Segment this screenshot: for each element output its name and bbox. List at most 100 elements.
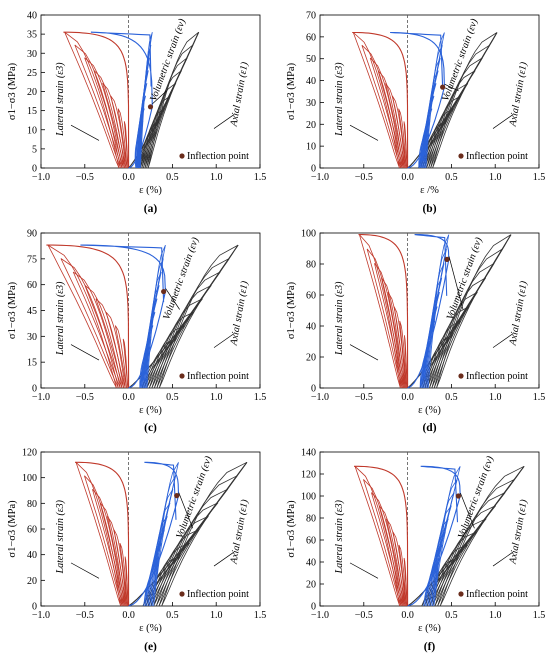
volumetric-envelope <box>407 234 450 389</box>
lateral-loop <box>95 298 125 389</box>
volumetric-loop <box>153 462 179 607</box>
lateral-loop <box>72 271 121 389</box>
y-tick-label: 0 <box>311 384 316 395</box>
lateral-loop <box>105 311 126 389</box>
x-tick-label: 1.5 <box>533 392 546 403</box>
panel-c: −1.0 −0.5 0.0 0.5 1.0 1.5 0 15 30 45 60 75 90 ε (%) σ1… <box>7 229 266 435</box>
y-tick-label: 25 <box>27 68 37 79</box>
lateral-loop <box>123 121 129 169</box>
x-axis-title: ε (%) <box>139 185 162 196</box>
x-tick-label: 1.0 <box>210 172 223 183</box>
x-tick-label: −1.0 <box>32 610 50 621</box>
y-tick-label: 100 <box>301 229 316 240</box>
lateral-leader-line <box>70 562 100 579</box>
lateral-loop <box>398 108 407 169</box>
lateral-loop <box>359 234 401 389</box>
lateral-strain-series <box>358 234 409 389</box>
y-tick-label: 10 <box>27 125 37 136</box>
volumetric-loop <box>429 505 452 607</box>
x-tick-label: 0.0 <box>401 172 414 183</box>
lateral-loop <box>354 466 401 607</box>
y-tick-label: 90 <box>27 229 37 240</box>
x-axis-title: ε (%) <box>139 623 162 634</box>
axial-strain-annotation: Axial strain (ε1) <box>228 498 250 566</box>
lateral-strain-series <box>46 244 130 389</box>
lateral-strain-series <box>63 31 130 169</box>
y-tick-label: 0 <box>32 164 37 175</box>
panel-label: (d) <box>422 422 436 434</box>
panel-label: (c) <box>144 422 157 434</box>
axial-strain-series <box>407 32 498 169</box>
inflection-point-marker <box>440 84 446 90</box>
lateral-loop <box>84 284 123 389</box>
y-tick-label: 0 <box>311 164 316 175</box>
x-tick-label: 1.0 <box>489 392 502 403</box>
y-tick-label: 15 <box>27 358 37 369</box>
lateral-envelope <box>46 244 130 389</box>
legend-marker <box>458 591 464 597</box>
y-tick-label: 15 <box>27 106 37 117</box>
axial-strain-annotation: Axial strain (ε1) <box>507 498 529 566</box>
x-axis-title: ε (%) <box>418 623 441 634</box>
y-tick-label: 40 <box>306 322 316 333</box>
volumetric-strain-series <box>128 461 180 607</box>
lateral-loop <box>60 258 119 389</box>
panel-d: −1.0 −0.5 0.0 0.5 1.0 1.5 0 20 40 60 80 100 ε (%) σ1−… <box>286 229 545 435</box>
lateral-envelope <box>75 461 130 607</box>
lateral-strain-series <box>75 461 130 607</box>
y-tick-label: 30 <box>27 332 37 343</box>
volumetric-loop <box>433 466 461 607</box>
lateral-loop <box>377 70 404 169</box>
panel-b: −1.0 −0.5 0.0 0.5 1.0 1.5 0 10 20 30 40 50 60 70 ε /% σ… <box>286 11 545 216</box>
inflection-point-marker <box>455 493 462 499</box>
lateral-envelope <box>354 465 409 607</box>
plot-frame <box>319 14 540 169</box>
x-tick-label: 1.0 <box>210 392 223 403</box>
y-tick-label: 30 <box>27 49 37 60</box>
y-axis-title: σ1−σ3 (MPa) <box>7 62 18 120</box>
y-tick-label: 20 <box>27 576 37 587</box>
x-tick-label: 0.0 <box>122 392 135 403</box>
x-tick-label: 1.5 <box>254 172 267 183</box>
panel-e: −1.0 −0.5 0.0 0.5 1.0 1.5 0 20 40 60 80 100 120 ε (%)… <box>7 448 266 654</box>
y-tick-label: 0 <box>311 602 316 613</box>
volumetric-envelope <box>128 461 180 607</box>
y-tick-label: 60 <box>27 525 37 536</box>
lateral-loop <box>114 325 127 389</box>
inflection-point-marker <box>161 288 167 295</box>
lateral-leader-line <box>70 124 100 141</box>
lateral-loop <box>64 31 120 169</box>
panel-f: −1.0 −0.5 0.0 0.5 1.0 1.5 0 20 40 60 80 100 120 140 ε … <box>286 448 545 654</box>
y-tick-label: 80 <box>27 499 37 510</box>
lateral-strain-annotation: Lateral strain (ε3) <box>334 62 345 137</box>
lateral-loop <box>84 57 123 169</box>
y-tick-label: 40 <box>27 11 37 22</box>
panel-a: −1.0 −0.5 0.0 0.5 1.0 1.5 0 5 10 15 20 25 30 35 40 ε (%… <box>7 11 266 216</box>
axial-strain-annotation: Axial strain (ε1) <box>507 280 529 348</box>
y-axis-title: σ1−σ3 (MPa) <box>286 500 297 558</box>
y-tick-label: 60 <box>306 32 316 43</box>
axial-leader-line <box>492 114 514 129</box>
volumetric-loop <box>424 45 443 169</box>
legend-label: Inflection point <box>466 371 528 382</box>
y-axis-title: σ1−σ3 (MPa) <box>286 62 297 120</box>
y-tick-label: 60 <box>27 280 37 291</box>
y-tick-label: 80 <box>306 514 316 525</box>
x-tick-label: 1.0 <box>489 610 502 621</box>
legend-marker <box>458 373 464 379</box>
volumetric-loop <box>145 258 164 389</box>
axial-strain-annotation: Axial strain (ε1) <box>228 280 250 348</box>
volumetric-strain-annotation: Volumetric strain (εv) <box>148 17 188 103</box>
axial-envelope <box>128 461 248 607</box>
volumetric-loop <box>432 479 458 607</box>
x-tick-label: 1.5 <box>533 172 546 183</box>
lateral-loop <box>361 44 402 169</box>
panel-label: (f) <box>424 641 436 653</box>
volumetric-envelope <box>407 465 461 607</box>
y-tick-label: 50 <box>306 54 316 65</box>
x-tick-label: 1.0 <box>210 610 223 621</box>
volumetric-loop <box>146 244 166 389</box>
lateral-loop <box>352 32 400 169</box>
volumetric-strain-series <box>407 234 450 389</box>
lateral-loop <box>387 291 406 389</box>
